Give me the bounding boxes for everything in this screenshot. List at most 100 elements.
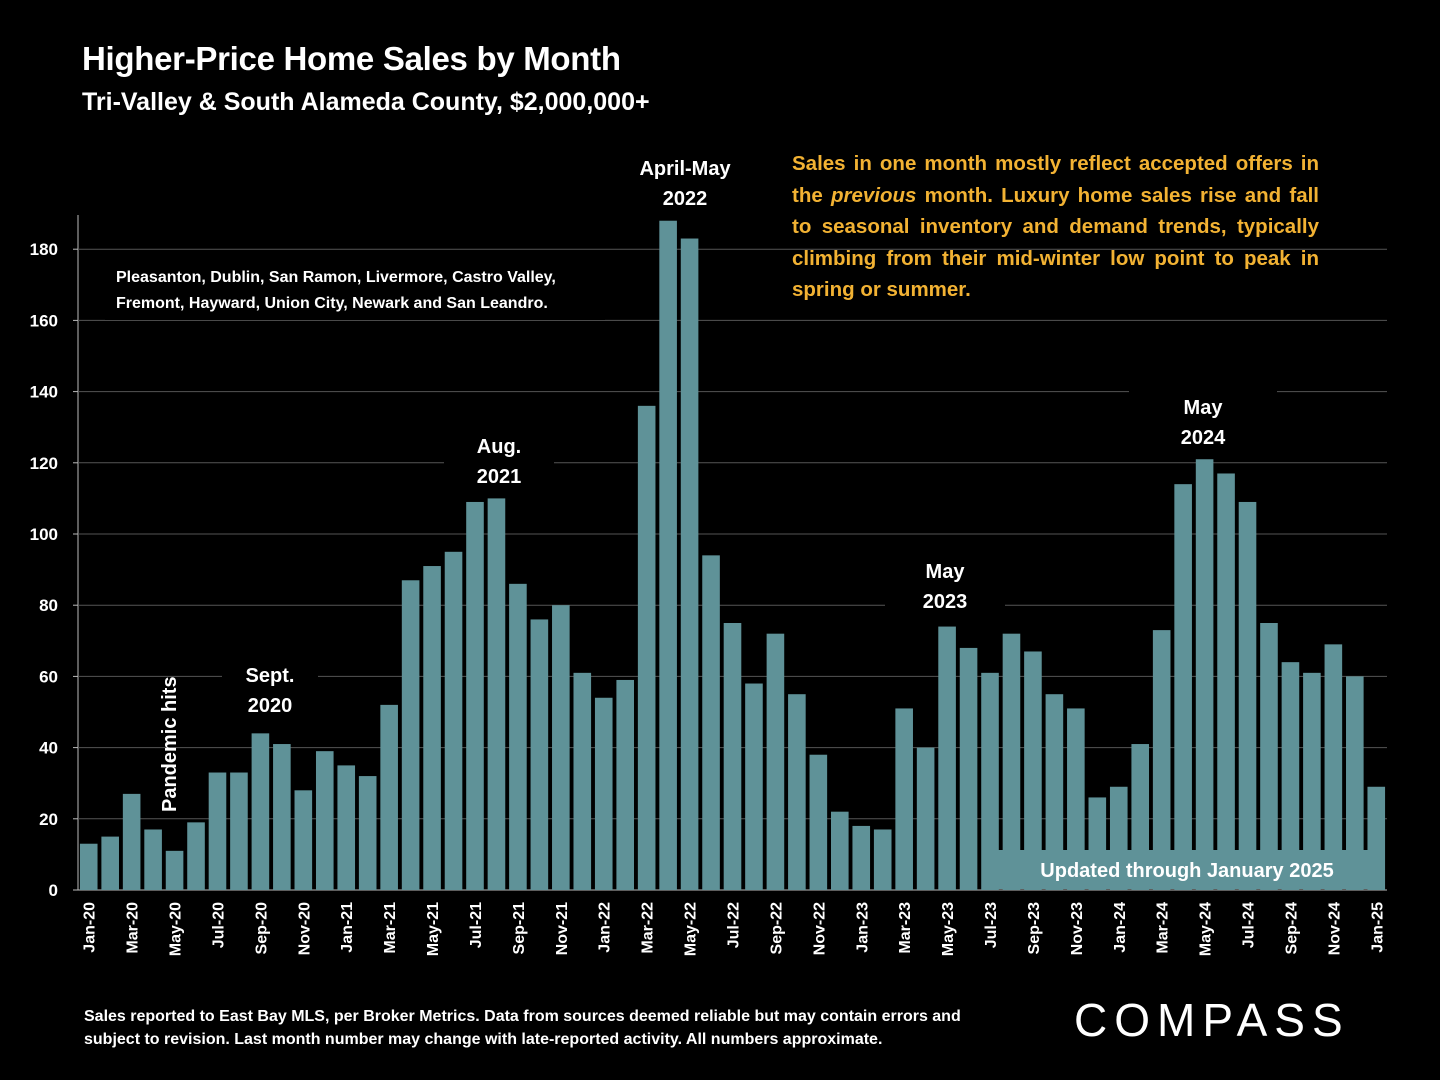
bar-Oct-22 xyxy=(788,694,806,890)
cities-note: Pleasanton, Dublin, San Ramon, Livermore… xyxy=(105,258,605,320)
x-tick-label: Jul-22 xyxy=(726,902,743,948)
x-tick-label: Jan-25 xyxy=(1369,902,1386,953)
pandemic-hits-label: Pandemic hits xyxy=(159,676,181,812)
annotation-may-2024-bg xyxy=(1129,388,1277,454)
x-tick-label: Jan-23 xyxy=(854,902,871,953)
bar-Nov-22 xyxy=(809,754,828,890)
x-tick-label: Mar-24 xyxy=(1155,902,1172,954)
annotation-may-2023-line: 2023 xyxy=(923,591,968,613)
bar-Mar-22 xyxy=(637,405,656,890)
bar-Oct-20 xyxy=(273,744,291,890)
bar-Mar-24 xyxy=(1152,630,1171,890)
bar-Nov-20 xyxy=(294,790,313,890)
updated-banner-text: Updated through January 2025 xyxy=(1040,860,1333,882)
chart-title: Higher-Price Home Sales by Month xyxy=(82,40,621,77)
cities-note-bg xyxy=(105,258,605,320)
bar-May-20 xyxy=(165,850,184,890)
bar-Aug-20 xyxy=(230,772,248,890)
annotation-may-2023-bg xyxy=(885,552,1005,618)
bar-May-23 xyxy=(938,626,956,890)
x-tick-label: Mar-23 xyxy=(897,902,914,954)
annotation-may-2024: May 2024 xyxy=(1129,388,1277,454)
bar-Jul-22 xyxy=(723,623,742,890)
cities-note-line: Fremont, Hayward, Union City, Newark and… xyxy=(116,295,548,312)
bar-Oct-24 xyxy=(1303,672,1321,890)
bar-Jun-24 xyxy=(1217,473,1235,890)
annotation-aug-2021-line: Aug. xyxy=(477,436,521,458)
compass-logo: COMPASS xyxy=(1074,994,1350,1046)
y-axis-labels: 0 20 40 60 80 100 120 140 160 180 xyxy=(30,240,58,900)
bar-Mar-20 xyxy=(122,793,141,890)
x-tick-label: Nov-22 xyxy=(811,902,828,955)
bar-Jan-22 xyxy=(594,697,613,890)
y-tick-label: 80 xyxy=(39,596,58,615)
annotation-may-2023: May 2023 xyxy=(885,552,1005,618)
y-tick-label: 40 xyxy=(39,739,58,758)
annotation-april-may-2022-bg xyxy=(625,149,745,215)
x-tick-label: Jan-20 xyxy=(82,902,99,953)
y-tick-label: 20 xyxy=(39,810,58,829)
x-tick-label: Jul-23 xyxy=(983,902,1000,948)
y-tick-label: 140 xyxy=(30,383,58,402)
bar-Aug-24 xyxy=(1260,623,1278,890)
bar-Apr-24 xyxy=(1174,484,1192,890)
y-tick-label: 120 xyxy=(30,454,58,473)
bar-Dec-22 xyxy=(830,811,849,890)
chart-subtitle: Tri-Valley & South Alameda County, $2,00… xyxy=(82,88,650,116)
bar-Dec-21 xyxy=(573,672,592,890)
y-tick-label: 180 xyxy=(30,240,58,259)
bar-Jun-21 xyxy=(444,551,463,890)
bar-Jan-20 xyxy=(79,843,98,890)
bar-Jul-24 xyxy=(1238,501,1257,890)
y-tick-label: 0 xyxy=(49,881,58,900)
bar-Sep-23 xyxy=(1024,651,1042,890)
x-tick-label: Nov-20 xyxy=(296,902,313,955)
x-tick-label: May-21 xyxy=(425,902,442,956)
x-tick-label: Sep-22 xyxy=(768,902,785,955)
x-tick-label: Jan-21 xyxy=(339,902,356,953)
seasonality-note: Sales in one month mostly reflect accept… xyxy=(792,152,1319,301)
y-tick-label: 160 xyxy=(30,311,58,330)
bar-Dec-20 xyxy=(315,751,334,890)
annotation-sept-2020-line: 2020 xyxy=(248,695,293,717)
bar-May-21 xyxy=(423,566,441,890)
x-tick-label: Sep-21 xyxy=(511,902,528,955)
x-tick-label: Nov-24 xyxy=(1326,902,1343,955)
x-tick-label: May-24 xyxy=(1198,902,1215,956)
bar-Jun-20 xyxy=(187,822,205,890)
annotation-sept-2020-bg xyxy=(222,656,318,722)
bar-Sep-21 xyxy=(509,583,527,890)
bar-Sep-22 xyxy=(766,633,785,890)
annotation-aug-2021-bg xyxy=(444,427,554,493)
annotation-pandemic-hits: Pandemic hits xyxy=(159,676,181,812)
annotations: Sept.2020Aug.2021April-May2022May2023May… xyxy=(105,149,1385,889)
source-footnote: Sales reported to East Bay MLS, per Brok… xyxy=(84,1008,961,1048)
bar-Mar-21 xyxy=(380,704,398,890)
annotation-aug-2021: Aug. 2021 xyxy=(444,427,554,493)
x-tick-label: Sep-23 xyxy=(1026,902,1043,955)
bar-Jul-21 xyxy=(466,501,484,890)
x-tick-label: Mar-22 xyxy=(640,902,657,954)
bar-Apr-22 xyxy=(659,220,677,891)
bar-Apr-23 xyxy=(916,747,935,890)
annotation-april-may-2022: April-May 2022 xyxy=(625,149,745,215)
cities-note-line: Pleasanton, Dublin, San Ramon, Livermore… xyxy=(116,269,556,286)
y-tick-label: 60 xyxy=(39,667,58,686)
bar-Apr-21 xyxy=(401,580,420,890)
x-tick-label: Mar-21 xyxy=(382,902,399,954)
x-axis-labels: Jan-20 Mar-20 May-20 Jul-20 Sep-20 Nov-20 Jan-… xyxy=(82,902,1387,956)
bar-Jul-23 xyxy=(981,672,999,890)
bar-Feb-20 xyxy=(101,836,119,890)
bar-Jan-23 xyxy=(852,825,871,890)
bar-May-24 xyxy=(1195,459,1214,890)
x-tick-label: Nov-21 xyxy=(554,902,571,955)
bar-Mar-23 xyxy=(895,708,913,890)
y-tick-label: 100 xyxy=(30,525,58,544)
bar-Nov-24 xyxy=(1324,644,1343,890)
annotation-aug-2021-line: 2021 xyxy=(477,466,522,488)
x-tick-label: Jan-22 xyxy=(597,902,614,953)
bar-Sep-20 xyxy=(251,733,270,890)
bar-Oct-23 xyxy=(1045,694,1064,890)
x-tick-label: Sep-24 xyxy=(1283,902,1300,955)
